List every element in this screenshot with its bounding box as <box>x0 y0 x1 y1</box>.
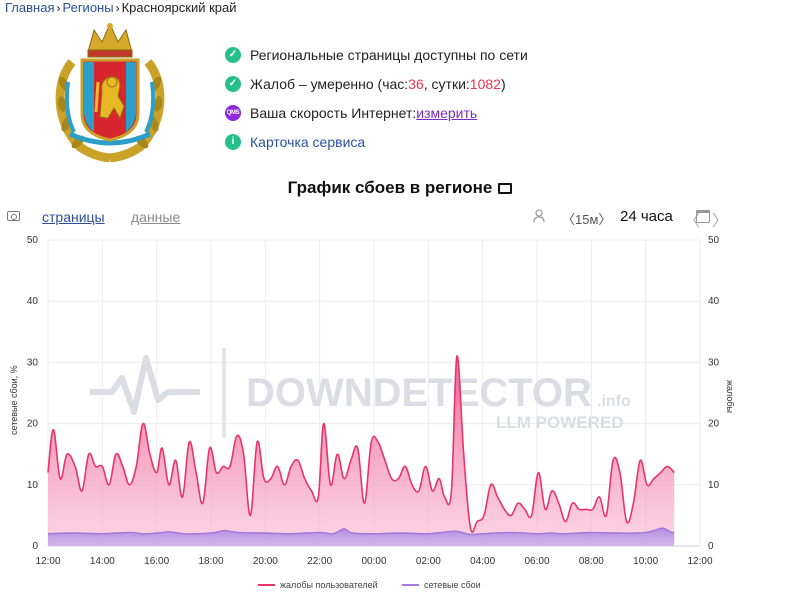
status-pages-text: Региональные страницы доступны по сети <box>250 46 528 63</box>
y-tick-label-right: 50 <box>708 235 720 246</box>
status-complaints: ✓ Жалоб – умеренно (час: 36, сутки: 1082… <box>225 69 528 98</box>
y-tick-label-right: 10 <box>708 480 720 491</box>
y-tick-label-right: 30 <box>708 357 720 368</box>
y-axis-label-left: сетевые сбои, % <box>9 365 19 435</box>
x-tick-label: 18:00 <box>198 556 223 567</box>
y-tick-label-right: 40 <box>708 296 720 307</box>
breadcrumb-current: Красноярский край <box>121 0 237 15</box>
y-axis-label-right: жалобы <box>725 380 735 413</box>
y-tick-label-right: 20 <box>708 419 720 430</box>
watermark-brand: DOWNDETECTOR <box>246 371 592 415</box>
complaints-hour: 36 <box>408 75 424 92</box>
tab-pages[interactable]: страницы <box>42 209 105 225</box>
x-tick-label: 08:00 <box>579 556 604 567</box>
y-tick-label-left: 30 <box>27 357 39 368</box>
breadcrumb-home[interactable]: Главная <box>5 0 55 15</box>
breadcrumb-regions[interactable]: Регионы <box>62 0 114 15</box>
y-tick-label-left: 0 <box>32 541 38 552</box>
watermark: DOWNDETECTOR .info LLM POWERED <box>90 348 631 438</box>
breadcrumb-separator: › <box>56 1 61 15</box>
x-tick-label: 06:00 <box>524 556 549 567</box>
y-tick-label-left: 40 <box>27 296 39 307</box>
y-tick-label-left: 50 <box>27 235 39 246</box>
legend-outages[interactable]: сетевые сбои <box>424 580 481 590</box>
series-line-outages <box>47 527 675 536</box>
x-tick-label: 14:00 <box>90 556 115 567</box>
status-service-card[interactable]: i Карточка сервиса <box>225 127 528 156</box>
speed-label: Ваша скорость Интернет: <box>250 104 417 121</box>
x-tick-label: 16:00 <box>144 556 169 567</box>
period-selector[interactable]: 24 часа <box>620 208 673 225</box>
breadcrumb-separator: › <box>115 1 120 15</box>
check-circle-icon: ✓ <box>225 46 241 63</box>
monitor-icon[interactable] <box>498 183 513 194</box>
complaints-day: 1082 <box>469 75 501 92</box>
x-tick-label: 20:00 <box>253 556 278 567</box>
complaints-prefix: Жалоб – умеренно (час: <box>250 75 409 92</box>
check-circle-icon: ✓ <box>225 75 241 92</box>
qms-icon: QMS <box>225 104 241 121</box>
x-tick-label: 00:00 <box>361 556 386 567</box>
service-card-link[interactable]: Карточка сервиса <box>250 133 366 150</box>
x-tick-label: 12:00 <box>687 556 712 567</box>
x-tick-label: 04:00 <box>470 556 495 567</box>
x-tick-label: 22:00 <box>307 556 332 567</box>
calendar-icon[interactable] <box>696 210 710 223</box>
chart-title-text: График сбоев в регионе <box>287 178 493 197</box>
chart-title: График сбоев в регионе <box>0 178 800 198</box>
complaints-mid: , сутки: <box>423 75 470 92</box>
legend-complaints[interactable]: жалобы пользователей <box>280 580 378 590</box>
breadcrumb: Главная › Регионы › Красноярский край <box>5 0 237 16</box>
y-tick-label-left: 10 <box>27 480 39 491</box>
status-speed: QMS Ваша скорость Интернет: измерить <box>225 98 528 127</box>
x-tick-label: 02:00 <box>416 556 441 567</box>
complaints-suffix: ) <box>500 75 506 92</box>
series-line-complaints <box>47 355 675 533</box>
watermark-tagline: LLM POWERED <box>496 413 624 432</box>
y-tick-label-right: 0 <box>708 541 714 552</box>
status-list: ✓ Региональные страницы доступны по сети… <box>225 40 528 156</box>
y-tick-label-left: 20 <box>27 419 39 430</box>
x-tick-label: 12:00 <box>35 556 60 567</box>
outage-chart: DOWNDETECTOR .info LLM POWERED 0 0 10 10 20 2… <box>9 235 735 590</box>
chart-legend: жалобы пользователей сетевые сбои <box>258 580 481 590</box>
camera-icon[interactable] <box>7 211 20 221</box>
watermark-suffix: .info <box>597 393 631 410</box>
tab-data[interactable]: данные <box>131 209 181 225</box>
interval-selector[interactable]: 〈15м〉 <box>562 212 612 227</box>
user-icon[interactable] <box>533 209 545 223</box>
info-icon: i <box>225 133 241 150</box>
x-tick-label: 10:00 <box>633 556 658 567</box>
chevron-right-icon[interactable]: 〉 <box>712 213 729 230</box>
speed-test-link[interactable]: измерить <box>416 104 478 121</box>
coat-of-arms-icon <box>55 22 165 162</box>
status-pages-available: ✓ Региональные страницы доступны по сети <box>225 40 528 69</box>
chart-toolbar: страницы данные 〈15м〉 24 часа 〈 〉 <box>0 205 800 230</box>
